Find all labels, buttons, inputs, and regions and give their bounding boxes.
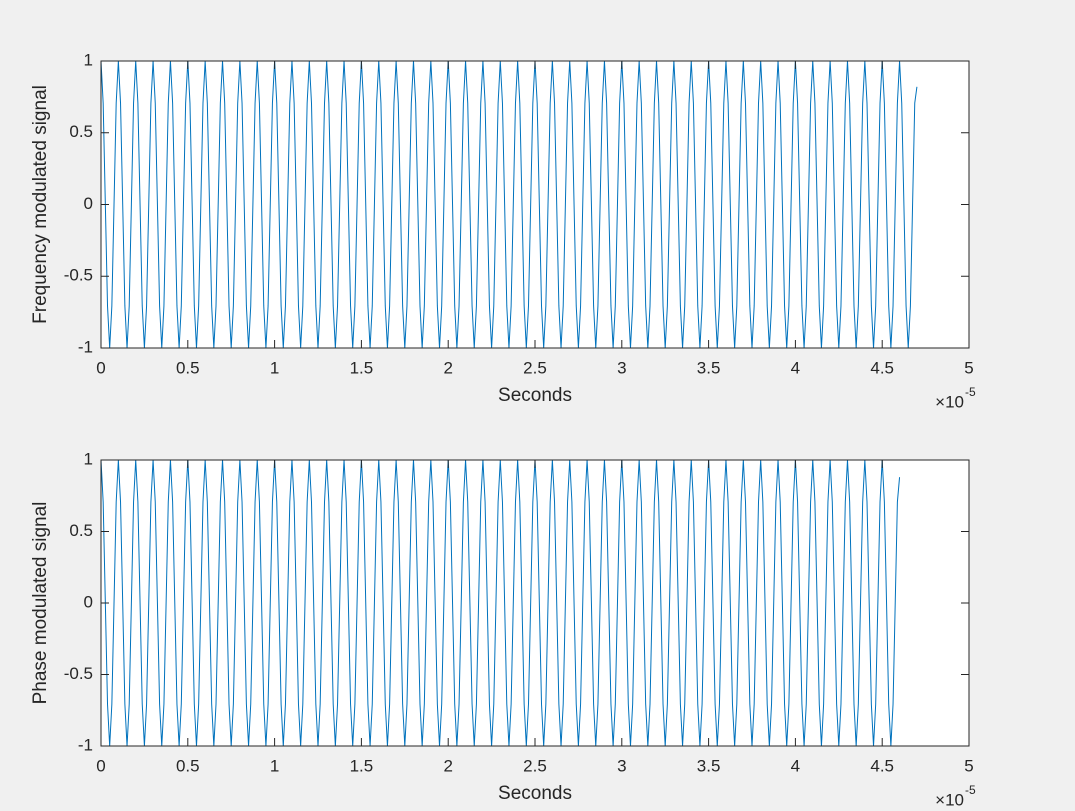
y-axis-label: Frequency modulated signal xyxy=(30,85,51,324)
x-tick-label: 3.5 xyxy=(697,756,721,775)
x-tick-label: 2.5 xyxy=(523,358,547,377)
x-tick-label: 4.5 xyxy=(870,756,894,775)
y-axis-label: Phase modulated signal xyxy=(30,502,51,705)
y-tick-label: 0.5 xyxy=(69,122,93,141)
x-tick-label: 3.5 xyxy=(697,358,721,377)
y-tick-label: 1 xyxy=(84,50,93,69)
x-tick-label: 0 xyxy=(96,756,105,775)
x-tick-label: 2.5 xyxy=(523,756,547,775)
axes: 0 0.5 1 1.5 2 2.5 3 3.5 4 4.5 5 -1 -0.5 0 0.5 1 Seconds P… xyxy=(30,449,976,809)
y-tick-label: -1 xyxy=(78,337,93,356)
x-multiplier-base: ×10 xyxy=(935,392,964,411)
x-tick-label: 5 xyxy=(964,358,973,377)
y-tick-label: 0 xyxy=(84,194,93,213)
x-tick-label: 4 xyxy=(791,358,800,377)
x-multiplier-base: ×10 xyxy=(935,790,964,809)
x-tick-label: 3 xyxy=(617,358,626,377)
x-tick-label: 1.5 xyxy=(350,756,374,775)
x-tick-label: 4 xyxy=(791,756,800,775)
axes: 0 0.5 1 1.5 2 2.5 3 3.5 4 4.5 5 -1 -0.5 0 0.5 1 Seconds F… xyxy=(30,50,976,411)
x-tick-label: 0.5 xyxy=(176,358,200,377)
y-tick-label: -1 xyxy=(78,735,93,754)
plot-area xyxy=(101,61,969,348)
y-tick-label: 0 xyxy=(84,592,93,611)
y-tick-label: -0.5 xyxy=(64,266,93,285)
x-tick-label: 4.5 xyxy=(870,358,894,377)
y-tick-label: 1 xyxy=(84,449,93,468)
x-tick-label: 1.5 xyxy=(350,358,374,377)
x-tick-label: 1 xyxy=(270,756,279,775)
x-tick-label: 3 xyxy=(617,756,626,775)
x-tick-label: 1 xyxy=(270,358,279,377)
x-multiplier-exponent: -5 xyxy=(965,783,976,797)
x-tick-label: 5 xyxy=(964,756,973,775)
plot-area xyxy=(101,460,969,746)
x-tick-label: 2 xyxy=(443,756,452,775)
y-tick-label: -0.5 xyxy=(64,664,93,683)
x-tick-label: 2 xyxy=(443,358,452,377)
x-multiplier-exponent: -5 xyxy=(965,385,976,399)
x-axis-label: Seconds xyxy=(498,385,572,406)
x-tick-label: 0 xyxy=(96,358,105,377)
x-axis-label: Seconds xyxy=(498,783,572,804)
x-tick-label: 0.5 xyxy=(176,756,200,775)
y-tick-label: 0.5 xyxy=(69,521,93,540)
